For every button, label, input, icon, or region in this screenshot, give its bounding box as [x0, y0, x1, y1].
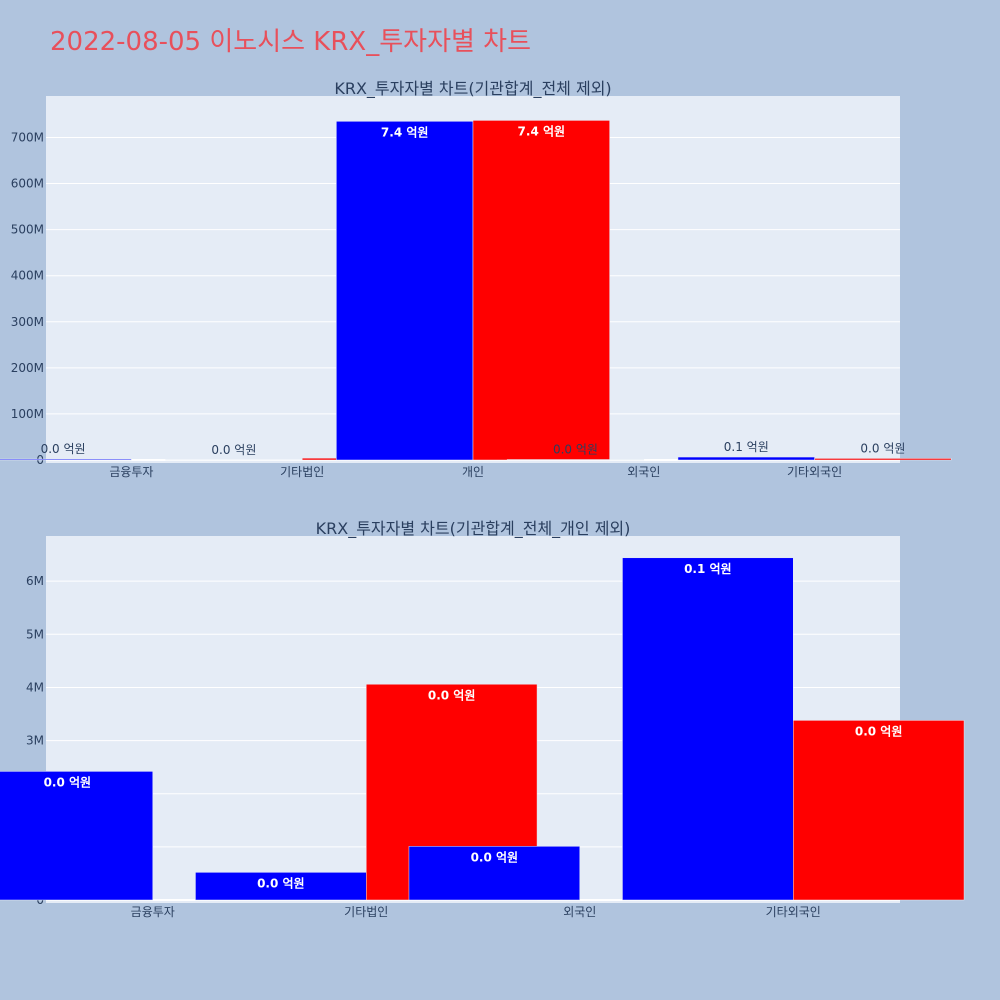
y-tick-label: 4M [26, 680, 44, 694]
bar-value-label: 0.0 억원 [855, 724, 903, 738]
y-tick-label: 5M [26, 627, 44, 641]
bar-value-label: 0.0 억원 [211, 443, 256, 457]
y-tick-label: 100M [11, 407, 44, 421]
bar-value-label: 0.1 억원 [684, 562, 732, 576]
y-tick-label: 400M [11, 269, 44, 283]
bar [408, 846, 581, 901]
bar [0, 771, 154, 901]
bar [814, 458, 952, 461]
y-tick-label: 200M [11, 361, 44, 375]
bar-value-label: 0.0 억원 [471, 850, 519, 864]
bar-value-label: 0.1 억원 [724, 440, 769, 454]
bar-value-label: 0.0 억원 [44, 775, 92, 789]
bar-value-label: 7.4 억원 [518, 124, 566, 138]
y-tick-label: 6M [26, 574, 44, 588]
x-tick-label: 금융투자 [131, 905, 175, 919]
chart-panel-1: 0100M200M300M400M500M600M700MKRX_투자자별 차트… [0, 79, 952, 479]
x-tick-label: 외국인 [627, 465, 660, 479]
bar [195, 872, 367, 901]
main-title: 2022-08-05 이노시스 KRX_투자자별 차트 [50, 27, 531, 57]
bar [336, 121, 474, 461]
chart-title: KRX_투자자별 차트(기관합계_전체_개인 제외) [316, 519, 631, 539]
bar [793, 720, 965, 901]
x-tick-label: 기타법인 [280, 465, 324, 479]
bar-value-label: 7.4 억원 [381, 125, 429, 139]
x-tick-label: 기타법인 [344, 905, 388, 919]
y-tick-label: 3M [26, 734, 44, 748]
x-tick-label: 외국인 [563, 905, 596, 919]
bar-value-label: 0.0 억원 [257, 876, 305, 890]
y-tick-label: 600M [11, 177, 44, 191]
y-tick-label: 500M [11, 223, 44, 237]
bar-value-label: 0.0 억원 [553, 443, 598, 457]
bar [0, 458, 132, 461]
y-tick-label: 300M [11, 315, 44, 329]
x-tick-label: 금융투자 [109, 465, 153, 479]
bar [677, 456, 815, 461]
bar-value-label: 0.0 억원 [41, 442, 86, 456]
bar-value-label: 0.0 억원 [860, 441, 905, 455]
bar-value-label: 0.0 억원 [428, 688, 476, 702]
bar [472, 120, 610, 461]
chart-panel-2: 01M2M3M4M5M6MKRX_투자자별 차트(기관합계_전체_개인 제외)금… [0, 519, 965, 919]
x-tick-label: 기타외국인 [787, 465, 842, 479]
x-tick-label: 기타외국인 [766, 905, 821, 919]
x-tick-label: 개인 [462, 465, 484, 479]
bar [622, 557, 794, 901]
chart-title: KRX_투자자별 차트(기관합계_전체 제외) [334, 79, 611, 99]
y-tick-label: 700M [11, 130, 44, 144]
